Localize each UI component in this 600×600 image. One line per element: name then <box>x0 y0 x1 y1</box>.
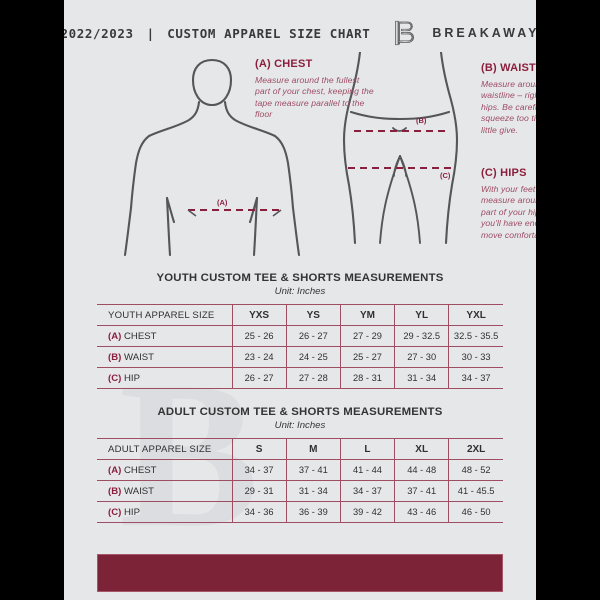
hip-marker-label: (C) <box>440 171 451 180</box>
adult-row-label-waist: (B) WAIST <box>97 480 233 502</box>
adult-cell-chest-xl: 44 - 48 <box>394 459 450 481</box>
table-row: (A) CHEST 25 - 26 26 - 27 27 - 29 29 - 32.5 3… <box>97 325 503 347</box>
adult-table-header-row: ADULT APPAREL SIZE S M L XL 2XL <box>97 438 503 460</box>
waist-marker-label: (B) <box>416 116 427 125</box>
adult-cell-chest-2xl: 48 - 52 <box>448 459 503 481</box>
youth-table-title: YOUTH CUSTOM TEE & SHORTS MEASUREMENTS <box>156 272 444 284</box>
youth-cell-hip-ys: 27 - 28 <box>286 367 341 389</box>
table-row: (C) HIP 26 - 27 27 - 28 28 - 31 31 - 34 34 - … <box>97 367 503 389</box>
body-figures-illustration <box>123 52 459 257</box>
header-separator: | <box>146 25 155 41</box>
youth-column-header-yl: YL <box>394 304 450 326</box>
table-row: (B) WAIST 29 - 31 31 - 34 34 - 37 37 - 41 41 … <box>97 480 503 502</box>
adult-cell-waist-xl: 37 - 41 <box>394 480 450 502</box>
page-title: CUSTOM APPAREL SIZE CHART <box>167 25 371 41</box>
youth-cell-hip-yl: 31 - 34 <box>394 367 450 389</box>
adult-cell-hip-l: 39 - 42 <box>340 501 396 523</box>
adult-column-header-xl: XL <box>394 438 450 460</box>
youth-cell-waist-yxl: 30 - 33 <box>448 346 503 368</box>
breakaway-b-monogram-icon <box>394 20 416 46</box>
footer-bar <box>97 554 503 592</box>
youth-cell-waist-yxs: 23 - 24 <box>232 346 287 368</box>
youth-apparel-size-header: YOUTH APPAREL SIZE <box>97 304 233 326</box>
youth-cell-hip-yxl: 34 - 37 <box>448 367 503 389</box>
youth-table-unit: Unit: Inches <box>274 286 326 297</box>
adult-table-section: ADULT CUSTOM TEE & SHORTS MEASUREMENTS U… <box>97 406 503 523</box>
adult-table-title: ADULT CUSTOM TEE & SHORTS MEASUREMENTS <box>157 406 443 418</box>
adult-column-header-l: L <box>340 438 396 460</box>
youth-cell-hip-ym: 28 - 31 <box>340 367 396 389</box>
adult-cell-waist-l: 34 - 37 <box>340 480 396 502</box>
adult-cell-chest-l: 41 - 44 <box>340 459 396 481</box>
adult-table-unit: Unit: Inches <box>274 420 326 431</box>
youth-row-label-waist: (B) WAIST <box>97 346 233 368</box>
row-marker: (B) <box>108 485 122 497</box>
adult-size-table: ADULT APPAREL SIZE S M L XL 2XL (A) CHEST 34 -… <box>97 438 503 523</box>
youth-cell-chest-yl: 29 - 32.5 <box>394 325 450 347</box>
measurement-diagram: (A) (B) (C) (A) CHEST Measure around the… <box>64 52 536 267</box>
adult-cell-hip-xl: 43 - 46 <box>394 501 450 523</box>
adult-cell-chest-m: 37 - 41 <box>286 459 341 481</box>
row-marker: (A) <box>108 464 122 476</box>
adult-apparel-size-header: ADULT APPAREL SIZE <box>97 438 233 460</box>
row-marker: (B) <box>108 351 122 363</box>
row-marker: (C) <box>108 372 122 384</box>
callout-hips-body: With your feet together, measure around … <box>481 184 536 240</box>
youth-cell-hip-yxs: 26 - 27 <box>232 367 287 389</box>
callout-chest: (A) CHEST Measure around the fullest par… <box>255 58 375 121</box>
youth-cell-chest-yxs: 25 - 26 <box>232 325 287 347</box>
callout-hips: (C) HIPS With your feet together, measur… <box>481 167 536 241</box>
table-row: (B) WAIST 23 - 24 24 - 25 25 - 27 27 - 30 30 … <box>97 346 503 368</box>
callout-waist: (B) WAIST Measure around your natural wa… <box>481 62 536 136</box>
brand-name: BREAKAWAY <box>432 26 536 40</box>
adult-cell-hip-m: 36 - 39 <box>286 501 341 523</box>
adult-cell-chest-s: 34 - 37 <box>232 459 287 481</box>
youth-cell-chest-ym: 27 - 29 <box>340 325 396 347</box>
callout-hips-heading: (C) HIPS <box>481 167 527 179</box>
header-season: 2022/2023 <box>64 25 134 41</box>
adult-column-header-2xl: 2XL <box>448 438 503 460</box>
row-marker: (C) <box>108 506 122 518</box>
youth-table-header-row: YOUTH APPAREL SIZE YXS YS YM YL YXL <box>97 304 503 326</box>
adult-cell-waist-m: 31 - 34 <box>286 480 341 502</box>
youth-cell-waist-ys: 24 - 25 <box>286 346 341 368</box>
youth-table-section: YOUTH CUSTOM TEE & SHORTS MEASUREMENTS U… <box>97 272 503 389</box>
adult-row-label-chest: (A) CHEST <box>97 459 233 481</box>
youth-cell-chest-ys: 26 - 27 <box>286 325 341 347</box>
adult-cell-waist-s: 29 - 31 <box>232 480 287 502</box>
adult-row-label-hip: (C) HIP <box>97 501 233 523</box>
page-header: 2022/2023 | CUSTOM APPAREL SIZE CHART BR… <box>64 18 536 48</box>
callout-chest-body: Measure around the fullest part of your … <box>255 75 374 120</box>
adult-cell-hip-s: 34 - 36 <box>232 501 287 523</box>
adult-column-header-m: M <box>286 438 341 460</box>
youth-cell-waist-yl: 27 - 30 <box>394 346 450 368</box>
youth-column-header-yxl: YXL <box>448 304 503 326</box>
youth-cell-waist-ym: 25 - 27 <box>340 346 396 368</box>
youth-size-table: YOUTH APPAREL SIZE YXS YS YM YL YXL (A) CHEST… <box>97 304 503 389</box>
youth-row-label-hip: (C) HIP <box>97 367 233 389</box>
adult-column-header-s: S <box>232 438 287 460</box>
youth-column-header-ys: YS <box>286 304 341 326</box>
callout-waist-heading: (B) WAIST <box>481 62 536 74</box>
callout-waist-body: Measure around your natural waistline – … <box>481 79 536 135</box>
youth-column-header-ym: YM <box>340 304 396 326</box>
table-row: (A) CHEST 34 - 37 37 - 41 41 - 44 44 - 48 48 … <box>97 459 503 481</box>
adult-cell-waist-2xl: 41 - 45.5 <box>448 480 503 502</box>
youth-column-header-yxs: YXS <box>232 304 287 326</box>
size-chart-page: B 2022/2023 | CUSTOM APPAREL SIZE CHART … <box>64 0 536 600</box>
adult-cell-hip-2xl: 46 - 50 <box>448 501 503 523</box>
table-row: (C) HIP 34 - 36 36 - 39 39 - 42 43 - 46 46 - … <box>97 501 503 523</box>
youth-cell-chest-yxl: 32.5 - 35.5 <box>448 325 503 347</box>
row-marker: (A) <box>108 330 122 342</box>
chest-marker-label: (A) <box>217 198 228 207</box>
callout-chest-heading: (A) CHEST <box>255 58 313 70</box>
youth-row-label-chest: (A) CHEST <box>97 325 233 347</box>
